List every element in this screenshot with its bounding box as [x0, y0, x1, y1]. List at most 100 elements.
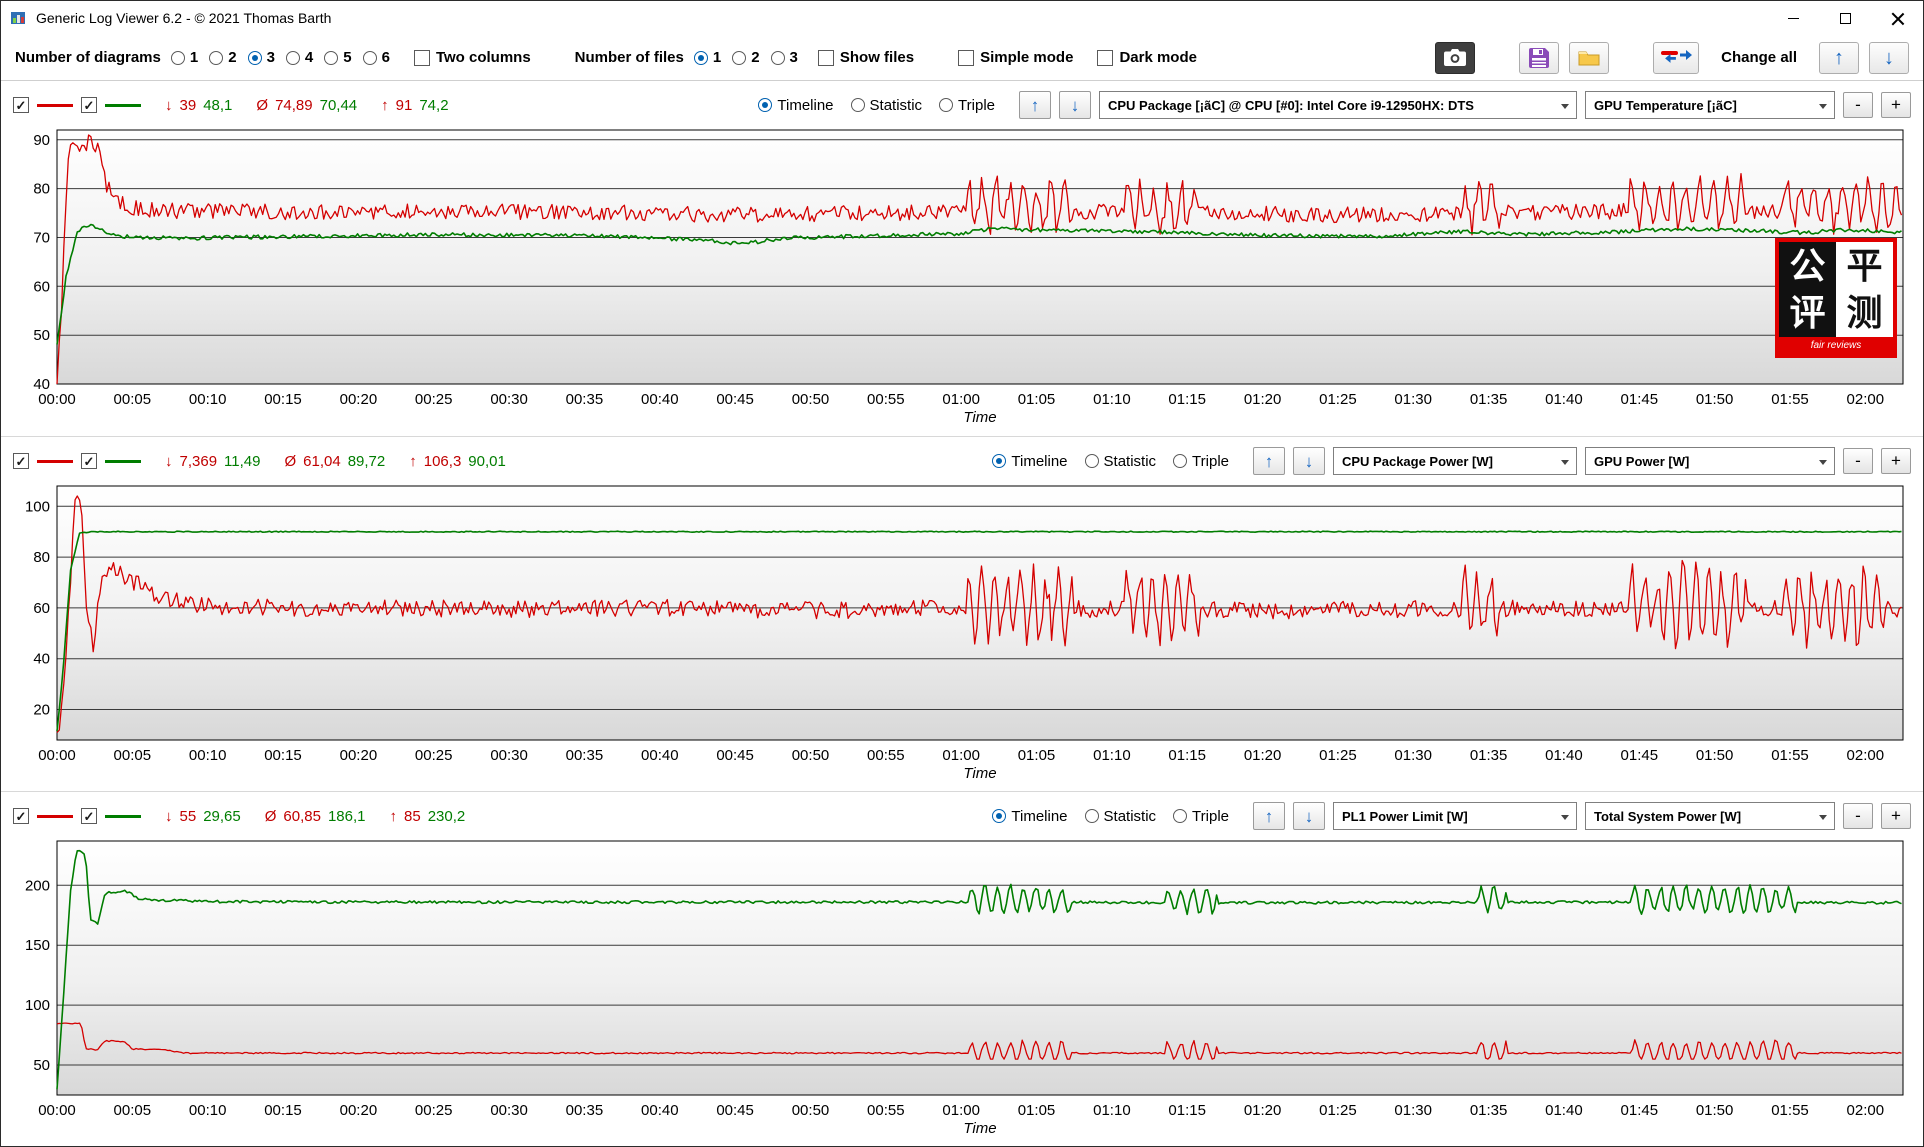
green-series-visibility-checkbox[interactable]: ✓	[81, 808, 97, 824]
svg-text:00:50: 00:50	[792, 747, 830, 764]
radio-triple[interactable]: Triple	[939, 97, 995, 114]
checkbox-box[interactable]	[958, 50, 974, 66]
radio-statistic[interactable]: Statistic	[1085, 808, 1157, 825]
timeline-chart[interactable]: 40506070809000:0000:0500:1000:1500:2000:…	[13, 126, 1911, 430]
radio-dot-icon[interactable]	[992, 809, 1006, 823]
radio-statistic[interactable]: Statistic	[1085, 453, 1157, 470]
green-series-visibility-checkbox[interactable]: ✓	[81, 97, 97, 113]
checkbox-box[interactable]	[818, 50, 834, 66]
svg-text:00:45: 00:45	[716, 1102, 754, 1119]
timeline-chart[interactable]: 5010015020000:0000:0500:1000:1500:2000:2…	[13, 837, 1911, 1141]
radio-dot-icon[interactable]	[324, 51, 338, 65]
red-series-select[interactable]: CPU Package Power [W]	[1333, 447, 1577, 475]
radio-dot-icon[interactable]	[171, 51, 185, 65]
two-columns-checkbox[interactable]: Two columns	[414, 49, 531, 66]
radio-timeline[interactable]: Timeline	[758, 97, 833, 114]
red-series-select[interactable]: PL1 Power Limit [W]	[1333, 802, 1577, 830]
radio-triple[interactable]: Triple	[1173, 453, 1229, 470]
move-diagram-up-button[interactable]: ↑	[1253, 447, 1285, 475]
green-series-select[interactable]: GPU Temperature [¡ãC]	[1585, 91, 1835, 119]
avg-green-value: 70,44	[320, 97, 358, 114]
radio-dot-icon[interactable]	[363, 51, 377, 65]
timeline-chart[interactable]: 2040608010000:0000:0500:1000:1500:2000:2…	[13, 482, 1911, 786]
radio-dot-icon[interactable]	[771, 51, 785, 65]
move-diagram-up-button[interactable]: ↑	[1019, 91, 1051, 119]
radio-6[interactable]: 6	[363, 49, 390, 66]
radio-dot-icon[interactable]	[248, 51, 262, 65]
minimize-icon	[1788, 18, 1799, 19]
zoom-out-button[interactable]: -	[1843, 92, 1873, 118]
avg-icon: Ø	[265, 808, 277, 825]
move-diagram-up-button[interactable]: ↑	[1253, 802, 1285, 830]
checkbox-box[interactable]	[1097, 50, 1113, 66]
move-diagram-down-button[interactable]: ↓	[1293, 802, 1325, 830]
svg-text:01:55: 01:55	[1771, 391, 1809, 408]
radio-dot-icon[interactable]	[286, 51, 300, 65]
zoom-out-button[interactable]: -	[1843, 448, 1873, 474]
show-files-checkbox[interactable]: Show files	[818, 49, 914, 66]
zoom-out-button[interactable]: -	[1843, 803, 1873, 829]
zoom-in-button[interactable]: +	[1881, 92, 1911, 118]
radio-timeline[interactable]: Timeline	[992, 453, 1067, 470]
radio-dot-icon[interactable]	[1085, 809, 1099, 823]
checkbox-box[interactable]	[414, 50, 430, 66]
radio-1[interactable]: 1	[694, 49, 721, 66]
radio-dot-icon[interactable]	[758, 98, 772, 112]
green-series-select[interactable]: Total System Power [W]	[1585, 802, 1835, 830]
green-series-visibility-checkbox[interactable]: ✓	[81, 453, 97, 469]
red-series-color-swatch[interactable]	[37, 460, 73, 463]
green-series-color-swatch[interactable]	[105, 104, 141, 107]
zoom-in-button[interactable]: +	[1881, 803, 1911, 829]
radio-3[interactable]: 3	[248, 49, 275, 66]
close-button[interactable]	[1871, 1, 1923, 35]
radio-timeline[interactable]: Timeline	[992, 808, 1067, 825]
move-diagram-down-button[interactable]: ↓	[1293, 447, 1325, 475]
radio-label: Statistic	[870, 97, 923, 114]
radio-3[interactable]: 3	[771, 49, 798, 66]
zoom-in-button[interactable]: +	[1881, 448, 1911, 474]
radio-dot-icon[interactable]	[851, 98, 865, 112]
radio-5[interactable]: 5	[324, 49, 351, 66]
red-series-select[interactable]: CPU Package [¡ãC] @ CPU [#0]: Intel Core…	[1099, 91, 1577, 119]
svg-text:00:45: 00:45	[716, 747, 754, 764]
save-button[interactable]	[1519, 42, 1559, 74]
red-series-color-swatch[interactable]	[37, 815, 73, 818]
radio-dot-icon[interactable]	[1085, 454, 1099, 468]
red-series-visibility-checkbox[interactable]: ✓	[13, 453, 29, 469]
panel-1-controls: ✓ ✓ ↓ 39 48,1 Ø 74,89 70,44 ↑ 91 74,2	[13, 86, 1911, 124]
green-series-color-swatch[interactable]	[105, 460, 141, 463]
svg-text:00:20: 00:20	[340, 747, 378, 764]
radio-dot-icon[interactable]	[694, 51, 708, 65]
view-mode-radio-group: Timeline Statistic Triple	[992, 808, 1229, 825]
files-label: Number of files	[575, 49, 684, 66]
radio-dot-icon[interactable]	[992, 454, 1006, 468]
maximize-button[interactable]	[1819, 1, 1871, 35]
minimize-button[interactable]	[1767, 1, 1819, 35]
radio-dot-icon[interactable]	[732, 51, 746, 65]
chart-panel-2: ✓ ✓ ↓ 7,369 11,49 Ø 61,04 89,72 ↑ 106,3	[1, 436, 1923, 791]
radio-2[interactable]: 2	[732, 49, 759, 66]
red-series-color-swatch[interactable]	[37, 104, 73, 107]
radio-4[interactable]: 4	[286, 49, 313, 66]
radio-dot-icon[interactable]	[209, 51, 223, 65]
open-file-button[interactable]	[1569, 42, 1609, 74]
screenshot-button[interactable]	[1435, 42, 1475, 74]
move-all-down-button[interactable]: ↓	[1869, 42, 1909, 74]
radio-1[interactable]: 1	[171, 49, 198, 66]
line-color-swap-button[interactable]	[1653, 42, 1699, 74]
radio-2[interactable]: 2	[209, 49, 236, 66]
simple-mode-checkbox[interactable]: Simple mode	[958, 49, 1073, 66]
red-series-visibility-checkbox[interactable]: ✓	[13, 808, 29, 824]
green-series-select[interactable]: GPU Power [W]	[1585, 447, 1835, 475]
radio-triple[interactable]: Triple	[1173, 808, 1229, 825]
dark-mode-checkbox[interactable]: Dark mode	[1097, 49, 1197, 66]
red-series-visibility-checkbox[interactable]: ✓	[13, 97, 29, 113]
move-all-up-button[interactable]: ↑	[1819, 42, 1859, 74]
radio-dot-icon[interactable]	[939, 98, 953, 112]
radio-dot-icon[interactable]	[1173, 454, 1187, 468]
svg-text:01:05: 01:05	[1018, 391, 1056, 408]
radio-statistic[interactable]: Statistic	[851, 97, 923, 114]
radio-dot-icon[interactable]	[1173, 809, 1187, 823]
move-diagram-down-button[interactable]: ↓	[1059, 91, 1091, 119]
green-series-color-swatch[interactable]	[105, 815, 141, 818]
